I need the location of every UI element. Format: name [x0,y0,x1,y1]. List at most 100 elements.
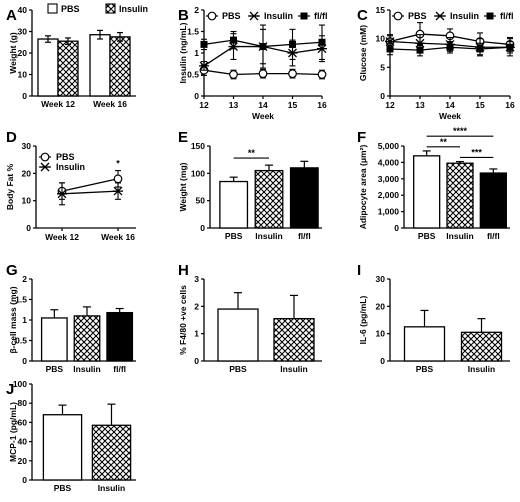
square-marker [230,36,237,44]
x-tick-label: Week 16 [101,232,135,242]
bar [42,414,83,481]
y-axis-title: Glucose (mM) [358,25,368,81]
bar [57,40,79,97]
panel-letter: B [178,7,189,24]
y-tick-label: 1.5 [15,295,27,305]
star-marker [385,37,395,46]
y-tick-label: 0.5 [187,70,199,80]
square-marker [200,40,208,48]
legend-label: fl/fl [500,11,514,21]
circle-marker [229,70,238,79]
star-marker [415,38,425,48]
panel-letter: C [357,7,368,24]
significance-label: ** [440,137,448,147]
bar [73,315,101,362]
y-tick-label: 0 [394,223,399,233]
y-axis-title: Weight (g) [8,32,18,74]
legend-label: Insulin [450,11,479,21]
legend-marker [435,11,445,21]
x-tick-label: 13 [415,100,425,110]
legend-label: fl/fl [314,11,328,21]
y-axis-title: % F4/80 +ve cells [178,285,188,355]
x-tick-label: 14 [258,100,268,110]
y-tick-label: 40 [18,437,28,447]
significance-label: **** [453,126,468,136]
x-tick-label: 12 [385,100,395,110]
square-marker [476,45,484,53]
bar [289,167,319,229]
y-tick-label: 0 [380,356,385,366]
y-tick-label: 1 [194,329,199,339]
x-tick-label: PBS [225,231,243,241]
panel-a: 0 10 20 30 40 Weight (g) A Week 12 Week 16 PBS Ins… [6,3,148,109]
legend-label: PBS [56,152,75,162]
y-tick-label: 10 [376,329,386,339]
panel-letter: F [357,129,366,146]
x-tick-label: PBS [46,364,64,374]
x-tick-label: 12 [199,100,209,110]
bar [91,424,132,481]
y-tick-label: 0 [22,356,27,366]
bar [37,38,59,97]
panel-letter: J [6,381,14,398]
y-tick-label: 20 [22,168,32,178]
legend-marker [486,12,494,20]
y-tick-label: 0 [26,223,31,233]
y-tick-label: 1.5 [187,27,199,37]
square-marker [289,40,296,48]
panel-letter: H [178,262,189,279]
bar [479,172,507,229]
square-marker [386,45,394,53]
y-tick-label: 100 [13,379,27,389]
y-tick-label: 80 [18,398,28,408]
x-axis-title: Week [252,111,274,121]
panel-j: 0 20 40 60 80 100 MCP-1 (pg/mL) J PBS Insulin [6,379,136,493]
y-tick-label: 3 [194,274,199,284]
y-tick-label: 2,000 [378,190,400,200]
square-marker [416,46,424,54]
y-axis-title: Insulin (ng/mL) [178,22,188,83]
y-tick-label: 0 [22,475,27,485]
bar [403,326,446,362]
series-line [61,190,119,195]
circle-marker [288,69,297,79]
significance-label: ** [248,148,256,158]
legend-marker [40,152,50,162]
bar [219,180,249,229]
legend-label: Insulin [56,162,85,172]
bar [273,317,315,362]
y-tick-label: 0 [22,91,27,101]
y-axis-title: β-cell mass (mg) [8,286,18,353]
x-tick-label: Insulin [468,364,495,374]
y-tick-label: 0.5 [15,336,27,346]
y-tick-label: 30 [376,274,386,284]
panel-letter: A [6,7,17,24]
series-line [61,178,119,192]
x-tick-label: fl/fl [113,364,126,374]
legend-marker [249,11,259,21]
panel-g: 0 0.5 1 1.5 2 β-cell mass (mg) G PBS Insulin fl/f… [6,262,136,374]
y-axis-title: IL-6 (pg/mL) [358,296,368,345]
legend-label: Insulin [264,11,293,21]
panel-i: 0 10 20 30 IL-6 (pg/mL) I PBS Insulin [357,262,510,374]
bar [254,169,284,229]
y-tick-label: 150 [191,141,205,151]
y-tick-label: 10 [22,196,32,206]
star-marker [199,61,209,71]
x-tick-label: 16 [505,100,515,110]
legend-marker [393,11,403,21]
circle-marker [317,70,327,79]
y-axis-title: MCP-1 (pg/mL) [8,402,18,462]
x-tick-label: Insulin [98,483,125,493]
x-tick-label: 13 [229,100,239,110]
y-tick-label: 5 [380,62,385,72]
x-tick-label: 14 [445,100,455,110]
x-tick-label: Insulin [73,364,100,374]
panel-letter: G [6,262,18,279]
legend-marker [300,12,308,20]
y-axis-title: Body Fat % [5,163,15,210]
y-tick-label: 0 [194,91,199,101]
bar [40,317,68,362]
panel-e: 0 50 100 150 Weight (mg) E PBS Insulin fl/fl ** [178,129,322,241]
legend-marker [207,11,217,21]
